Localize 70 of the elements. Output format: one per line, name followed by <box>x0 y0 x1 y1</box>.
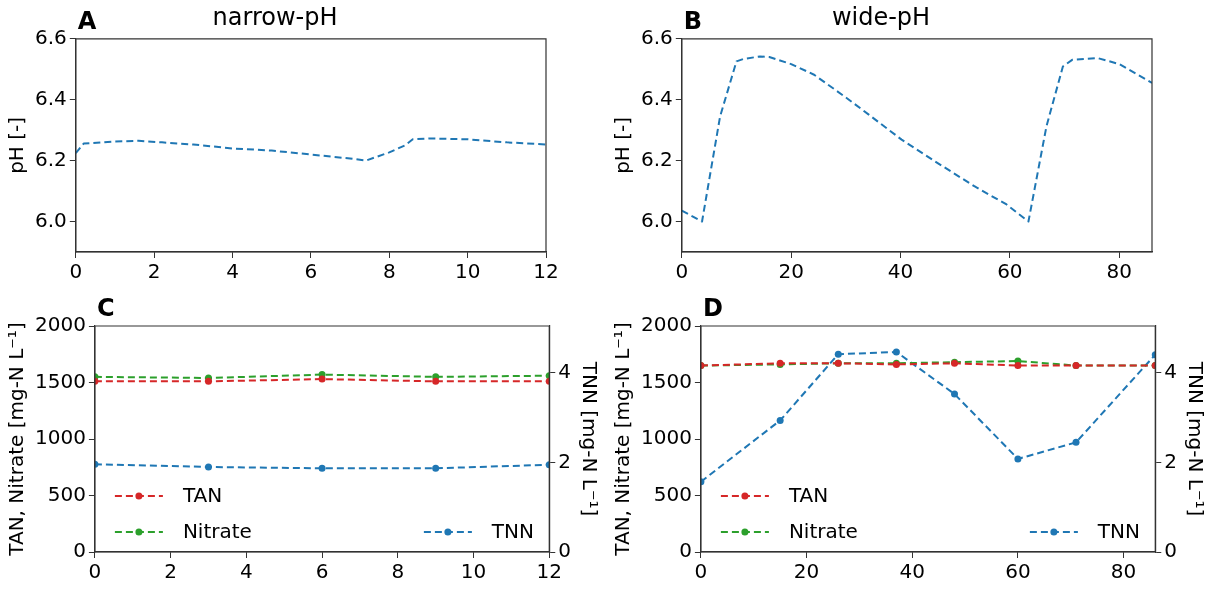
point <box>834 350 842 358</box>
x-tick-label: 4 <box>226 259 239 284</box>
y-tick-label: 6.2 <box>640 146 673 171</box>
y2-tick-label: 2 <box>1164 448 1178 473</box>
x-tick-label: 8 <box>391 559 405 584</box>
x-tick-label: 2 <box>164 559 177 584</box>
x-tick-label: 60 <box>997 259 1023 284</box>
legend-label: TAN <box>787 483 829 508</box>
y-tick-label: 1000 <box>640 425 692 450</box>
y2-axis-title: TNN [mg-N L⁻¹] <box>1183 360 1208 517</box>
y-tick-label: 1500 <box>34 368 86 393</box>
point <box>892 348 900 356</box>
text: C <box>96 294 115 323</box>
y-tick-label: 0 <box>679 538 692 563</box>
x-tick-label: 10 <box>460 559 487 584</box>
y-tick-label: 6.4 <box>640 85 673 110</box>
chart-title: wide-pH <box>831 2 931 31</box>
y2-axis-title: TNN [mg-N L⁻¹] <box>577 360 602 517</box>
y-tick-label: 500 <box>47 481 86 506</box>
text: A <box>77 7 97 36</box>
text: D <box>702 294 723 323</box>
x-tick-label: 20 <box>778 259 804 284</box>
legend-label: Nitrate <box>788 519 858 544</box>
x-tick-label: 40 <box>887 259 914 284</box>
y-tick-label: 1000 <box>34 425 86 450</box>
x-tick-label: 2 <box>147 259 161 284</box>
y-tick-label: 2000 <box>34 312 86 337</box>
x-tick-label: 80 <box>1106 259 1132 284</box>
x-tick-label: 80 <box>1110 559 1137 584</box>
legend-label: TNN <box>490 519 535 544</box>
x-tick-label: 10 <box>454 259 481 284</box>
y2-tick-label: 4 <box>558 359 572 384</box>
x-tick-label: 0 <box>694 559 708 584</box>
y-axis-title: pH [-] <box>4 116 29 174</box>
y-tick-label: 6.0 <box>34 207 67 232</box>
line-series <box>681 55 1152 223</box>
y-tick-label: 6.6 <box>640 25 673 49</box>
x-tick-label: 20 <box>793 559 820 584</box>
y-axis-title: TAN, Nitrate [mg-N L⁻¹] <box>610 322 635 557</box>
text: B <box>683 7 703 36</box>
point <box>1014 455 1022 463</box>
x-tick-label: 12 <box>533 259 559 284</box>
y-tick-label: 6.0 <box>640 207 673 232</box>
y2-tick-label: 2 <box>558 448 572 473</box>
y-axis-title: TAN, Nitrate [mg-N L⁻¹] <box>4 322 29 557</box>
chart-title: narrow-pH <box>212 2 338 31</box>
y-tick-label: 1500 <box>640 368 692 393</box>
x-tick-label: 4 <box>239 559 253 584</box>
y-tick-label: 0 <box>73 538 86 563</box>
y-tick-label: 2000 <box>640 312 692 337</box>
y2-tick-label: 4 <box>1164 359 1178 384</box>
legend-label: TNN <box>1096 519 1141 544</box>
y-tick-label: 6.2 <box>34 146 67 171</box>
x-tick-label: 40 <box>899 559 925 584</box>
y-tick-label: 6.4 <box>34 85 67 110</box>
point <box>776 416 784 424</box>
point <box>1072 438 1080 446</box>
y-tick-label: 6.6 <box>34 25 67 49</box>
x-tick-label: 8 <box>382 259 396 284</box>
x-tick-label: 6 <box>315 559 329 584</box>
x-tick-label: 60 <box>1005 559 1031 584</box>
x-tick-label: 0 <box>88 559 102 584</box>
legend-label: TAN <box>181 483 223 508</box>
line-series <box>75 137 546 162</box>
y-axis-title: pH [-] <box>610 116 635 174</box>
x-tick-label: 6 <box>304 259 318 284</box>
y-tick-label: 500 <box>653 481 692 506</box>
legend-label: Nitrate <box>182 519 252 544</box>
point <box>951 390 958 398</box>
y2-tick-label: 0 <box>1164 538 1178 563</box>
